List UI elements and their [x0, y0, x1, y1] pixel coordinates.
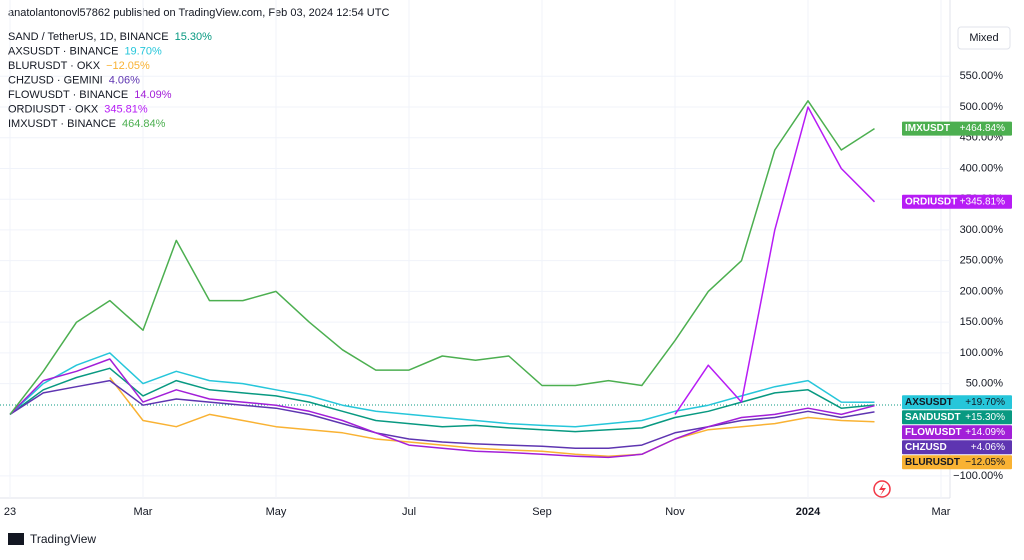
series-line — [9, 358, 875, 459]
end-badge — [902, 425, 1012, 440]
end-badge-tag: CHZUSD — [905, 442, 947, 453]
legend-entry: AXSUSDT · BINANCE — [8, 45, 118, 57]
end-badge-tag: SANDUSDT — [905, 412, 961, 423]
y-tick-label: 500.00% — [960, 101, 1004, 113]
end-badge — [902, 194, 1012, 209]
x-tick-label: Jul — [402, 506, 416, 518]
end-badge — [902, 440, 1012, 455]
y-tick-label: 150.00% — [960, 316, 1004, 328]
legend-value: 464.84% — [122, 118, 166, 130]
end-badge — [902, 121, 1012, 136]
legend: SAND / TetherUS, 1D, BINANCE 15.30% AXSUSD… — [8, 31, 212, 130]
end-badge-tag: IMXUSDT — [905, 123, 950, 134]
series-line — [9, 379, 875, 449]
end-badge-value: +15.30% — [965, 412, 1005, 423]
x-tick-label: Mar — [134, 506, 153, 518]
x-tick-label: Sep — [532, 506, 552, 518]
y-tick-label: 400.00% — [960, 162, 1004, 174]
mode-button[interactable] — [957, 26, 1011, 50]
end-badge-value: +19.70% — [965, 397, 1005, 408]
legend-entry: ORDIUSDT · OKX — [8, 103, 99, 115]
end-badge — [902, 410, 1012, 425]
y-tick-label: 300.00% — [960, 224, 1004, 236]
brand-name: TradingView — [30, 532, 96, 546]
y-tick-label: 200.00% — [960, 285, 1004, 297]
event-icon[interactable] — [873, 480, 891, 498]
end-badge-tag: AXSUSDT — [905, 397, 953, 408]
legend-value: 19.70% — [124, 45, 162, 57]
x-tick-label: Nov — [665, 506, 685, 518]
x-tick-label: 23 — [4, 506, 16, 518]
end-badge-value: +14.09% — [965, 427, 1005, 438]
end-badge-tag: ORDIUSDT — [905, 196, 957, 207]
end-badge-tag: BLURUSDT — [905, 457, 960, 468]
legend-value: 15.30% — [175, 31, 213, 43]
series-line — [9, 100, 875, 415]
end-badge-value: −12.05% — [965, 457, 1005, 468]
x-tick-label: 2024 — [796, 506, 821, 518]
legend-entry: IMXUSDT · BINANCE — [8, 118, 116, 130]
series-line — [674, 106, 876, 415]
end-badge — [902, 395, 1012, 410]
event-icon-bolt — [879, 483, 886, 496]
legend-entry: CHZUSD · GEMINI — [8, 74, 103, 86]
end-badge — [902, 455, 1012, 470]
legend-value: 4.06% — [109, 74, 140, 86]
end-badges: IMXUSDT +464.84% ORDIUSDT +345.81% AXSUSDT +1… — [902, 121, 1012, 470]
y-tick-label: 50.00% — [966, 378, 1004, 390]
legend-entry: FLOWUSDT · BINANCE — [8, 89, 128, 101]
series-line — [9, 352, 875, 428]
y-tick-label: −100.00% — [953, 470, 1003, 482]
end-badge-value: +345.81% — [960, 196, 1005, 207]
legend-entry: SAND / TetherUS, 1D, BINANCE — [8, 31, 169, 43]
x-tick-label: May — [266, 506, 287, 518]
legend-entry: BLURUSDT · OKX — [8, 60, 101, 72]
series-line — [109, 377, 875, 457]
y-tick-label: 550.00% — [960, 70, 1004, 82]
brand-logo — [8, 533, 24, 545]
legend-value: −12.05% — [106, 60, 150, 72]
end-badge-value: +464.84% — [960, 123, 1005, 134]
legend-value: 345.81% — [104, 103, 148, 115]
end-badge-tag: FLOWUSDT — [905, 427, 962, 438]
publisher-line: anatolantonovl57862 published on Trading… — [8, 7, 389, 19]
legend-value: 14.09% — [134, 89, 172, 101]
mode-button-label[interactable]: Mixed — [969, 32, 998, 44]
x-tick-label: Mar — [932, 506, 951, 518]
series-line — [9, 367, 875, 433]
y-tick-label: 250.00% — [960, 255, 1004, 267]
end-badge-value: +4.06% — [971, 442, 1005, 453]
y-tick-label: 100.00% — [960, 347, 1004, 359]
series-lines — [0, 100, 950, 459]
grid: 550.00%500.00%450.00%400.00%350.00%300.0… — [0, 0, 1003, 518]
